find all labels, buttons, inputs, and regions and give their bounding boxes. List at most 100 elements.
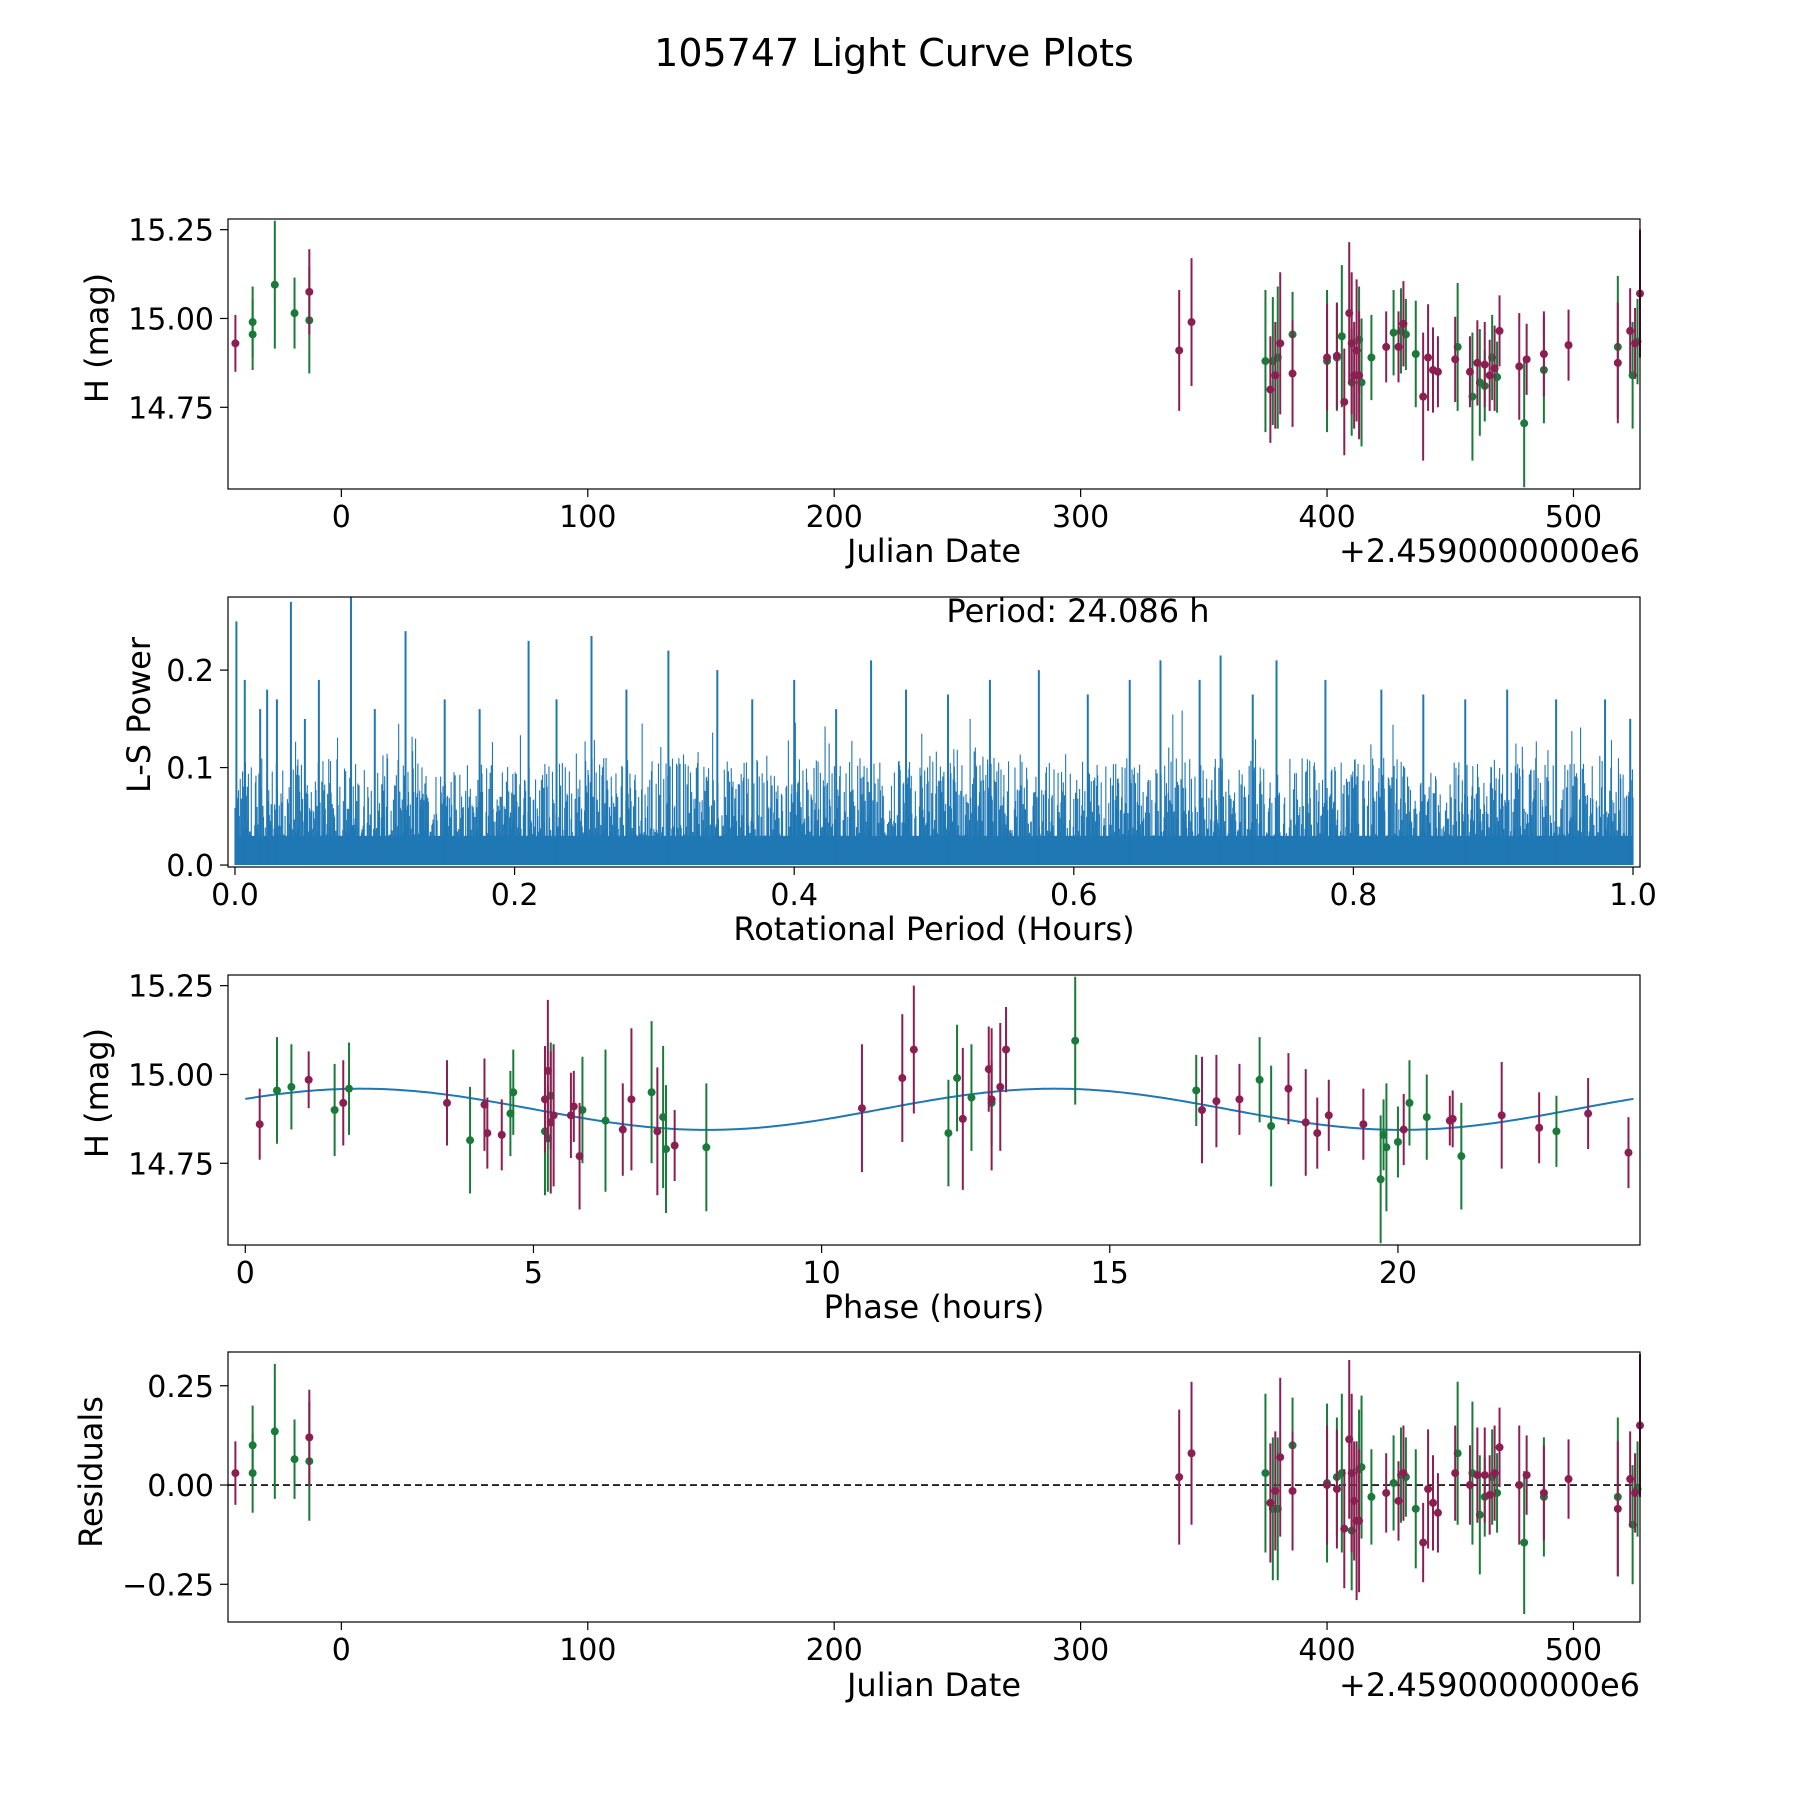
residuals-point — [1382, 1488, 1391, 1497]
residuals-point — [1367, 1492, 1376, 1501]
periodogram-panel: Rotational Period (Hours) L-S Power Peri… — [120, 592, 1657, 948]
light-curve-point — [1473, 358, 1482, 367]
phased-light-curve-point — [339, 1098, 348, 1107]
phased-light-curve-point — [1002, 1045, 1011, 1054]
phased-light-curve-ytick-label: 15.25 — [128, 970, 214, 1005]
residuals-point — [1631, 1488, 1640, 1497]
light-curve-point — [1187, 318, 1196, 327]
phased-light-curve-point — [272, 1086, 281, 1095]
residuals-point — [1451, 1469, 1460, 1478]
periodogram-xtick-label: 0.2 — [491, 878, 539, 913]
light-curve-point — [1626, 326, 1635, 335]
residuals-point — [1411, 1504, 1420, 1513]
phased-light-curve-point — [345, 1084, 354, 1093]
light-curve-ytick-label: 15.25 — [128, 214, 214, 249]
light-curve-point — [1175, 346, 1184, 355]
light-curve-xtick-label: 300 — [1052, 500, 1109, 535]
residuals-ytick-label: 0.25 — [147, 1370, 214, 1405]
light-curve-frame — [227, 218, 1641, 490]
phased-light-curve-point — [1255, 1075, 1264, 1084]
light-curve-point — [1451, 355, 1460, 364]
phased-light-curve-point — [1405, 1098, 1414, 1107]
light-curve-ylabel: H (mag) — [78, 273, 116, 403]
phased-light-curve-point — [1301, 1118, 1310, 1127]
residuals-point — [1261, 1469, 1270, 1478]
periodogram-ytick-label: 0.2 — [166, 654, 214, 689]
phased-light-curve-point — [549, 1111, 558, 1120]
periodogram-xtick-label: 0.6 — [1050, 878, 1098, 913]
light-curve-ytick-label: 14.75 — [128, 391, 214, 426]
residuals-point — [1465, 1481, 1474, 1490]
light-curve-series-purple — [231, 229, 1644, 461]
residuals-point — [1539, 1488, 1548, 1497]
phased-light-curve-frame — [227, 974, 1641, 1246]
light-curve-point — [1288, 369, 1297, 378]
phased-light-curve-point — [569, 1102, 578, 1111]
residuals-point — [1473, 1471, 1482, 1480]
phased-light-curve-point — [1552, 1127, 1561, 1136]
residuals-point — [1355, 1516, 1364, 1525]
phased-light-curve-point — [1324, 1111, 1333, 1120]
phased-light-curve-point — [601, 1116, 610, 1125]
phased-light-curve-point — [987, 1095, 996, 1104]
light-curve-xtick-label: 200 — [806, 500, 863, 535]
residuals-point — [248, 1469, 257, 1478]
light-curve-point — [248, 318, 257, 327]
phased-light-curve-point — [996, 1082, 1005, 1091]
residuals-ytick-label: −0.25 — [122, 1568, 214, 1603]
residuals-point — [1433, 1508, 1442, 1517]
phased-light-curve-point — [509, 1088, 518, 1097]
light-curve-point — [1340, 397, 1349, 406]
phased-light-curve-point — [653, 1127, 662, 1136]
phased-light-curve-point — [662, 1145, 671, 1154]
light-curve-point — [1520, 419, 1529, 428]
phased-light-curve-point — [287, 1082, 296, 1091]
light-curve-point — [1337, 332, 1346, 341]
light-curve-offset-text: +2.4590000000e6 — [1339, 532, 1640, 570]
phased-light-curve-point — [1267, 1121, 1276, 1130]
phased-light-curve-point — [575, 1152, 584, 1161]
phased-light-curve-point — [443, 1098, 452, 1107]
phased-light-curve-point — [647, 1088, 656, 1097]
light-curve-xlabel: Julian Date — [845, 532, 1021, 570]
phased-light-curve-xtick-label: 0 — [236, 1256, 255, 1291]
periodogram-ylabel: L-S Power — [120, 636, 158, 793]
light-curve-point — [1515, 362, 1524, 371]
light-curve-point — [1631, 339, 1640, 348]
phased-light-curve-xtick-label: 10 — [803, 1256, 841, 1291]
light-curve-point — [1367, 353, 1376, 362]
light-curve-point — [1433, 367, 1442, 376]
residuals-point — [1332, 1484, 1341, 1493]
residuals-point — [1424, 1484, 1433, 1493]
residuals-point — [1266, 1498, 1275, 1507]
residuals-panel: Julian Date Residuals +2.4590000000e6 0 1… — [72, 1351, 1644, 1704]
periodogram-xtick-label: 0.4 — [770, 878, 818, 913]
residuals-point — [1175, 1473, 1184, 1482]
periodogram-dense-band — [234, 835, 1634, 866]
phased-light-curve-point — [1624, 1148, 1633, 1157]
phased-light-curve-point — [909, 1045, 918, 1054]
phased-light-curve-point — [304, 1075, 313, 1084]
phased-light-curve-point — [953, 1074, 962, 1083]
light-curve-xtick-label: 0 — [332, 500, 351, 535]
residuals-point — [1271, 1486, 1280, 1495]
light-curve-point — [1323, 353, 1332, 362]
phased-light-curve-ytick-label: 14.75 — [128, 1147, 214, 1182]
light-curve-point — [1522, 355, 1531, 364]
light-curve-point — [1485, 371, 1494, 380]
light-curve-point — [1539, 350, 1548, 358]
phased-light-curve-point — [618, 1125, 627, 1134]
residuals-point — [1394, 1496, 1403, 1505]
phased-light-curve-point — [1359, 1120, 1368, 1129]
phased-light-curve-point — [967, 1093, 976, 1102]
residuals-ylabel: Residuals — [72, 1396, 110, 1548]
residuals-point — [1515, 1481, 1524, 1490]
residuals-xtick-label: 200 — [806, 1633, 863, 1668]
phased-light-curve-point — [466, 1136, 475, 1145]
light-curve-point — [1271, 371, 1280, 380]
light-curve-point — [1419, 392, 1428, 401]
phased-light-curve-point — [1284, 1084, 1293, 1093]
residuals-frame — [227, 1351, 1641, 1623]
light-curve-ytick-label: 15.00 — [128, 302, 214, 337]
residuals-series-purple — [231, 1353, 1644, 1601]
